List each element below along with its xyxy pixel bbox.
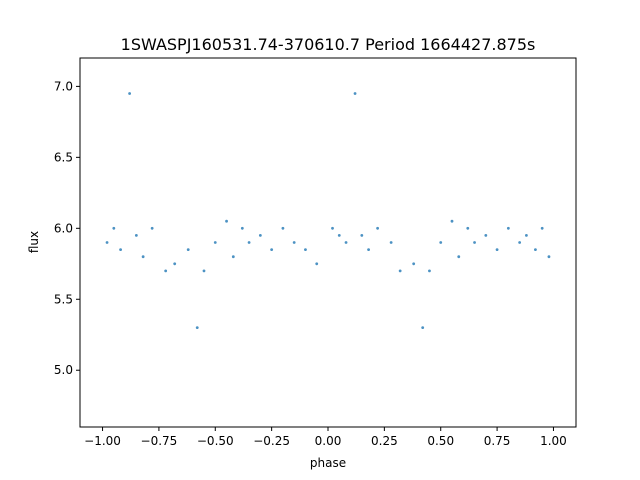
data-point [466,226,470,230]
data-point [105,241,109,244]
data-point [547,255,551,259]
data-points [105,92,551,330]
data-point [506,226,510,230]
data-point [164,269,168,273]
data-point [202,269,206,273]
data-point [270,248,274,252]
x-tick-label: 0.25 [371,434,398,448]
y-tick-label: 7.0 [54,79,73,93]
y-tick-label: 5.5 [54,292,73,306]
data-point [389,241,393,244]
data-point [412,262,416,266]
data-point [484,234,488,237]
x-tick-label: 0.50 [427,434,454,448]
data-point [315,262,319,266]
data-point [134,234,138,237]
data-point [360,234,364,237]
data-point [128,92,132,95]
data-point [421,326,425,330]
y-axis-label: flux [27,231,41,253]
x-tick-label: 0.00 [315,434,342,448]
data-point [428,269,431,273]
data-point [173,262,177,266]
data-point [240,226,244,230]
x-axis-label: phase [310,456,346,470]
chart-title: 1SWASPJ160531.74-370610.7 Period 1664427… [121,35,536,54]
x-tick-label: −1.00 [84,434,121,448]
x-tick-label: −0.25 [253,434,290,448]
data-point [150,226,154,230]
x-tick-label: 1.00 [540,434,567,448]
data-point [258,234,262,237]
x-axis-ticks: −1.00 −0.75 −0.50 −0.25 0.00 0.25 0.50 0.75 1.00 [84,427,567,448]
data-point [495,248,499,252]
x-tick-label: −0.75 [141,434,178,448]
y-tick-label: 6.5 [54,150,73,164]
data-point [540,226,544,230]
data-point [119,248,122,252]
data-point [353,92,357,95]
data-point [231,255,235,259]
data-point [534,248,537,252]
data-point [367,248,370,252]
data-point [141,255,145,259]
data-point [186,248,190,252]
x-tick-label: −0.50 [197,434,234,448]
data-point [195,326,199,330]
data-point [331,226,334,230]
data-point [225,219,228,223]
x-tick-label: 0.75 [484,434,511,448]
data-point [213,241,217,244]
y-axis-ticks: 5.0 5.5 6.0 6.5 7.0 [54,79,80,377]
data-point [518,241,522,244]
data-point [112,226,116,230]
data-point [292,241,296,244]
data-point [281,226,285,230]
data-point [344,241,348,244]
data-point [457,255,461,259]
data-point [247,241,251,244]
data-point [439,241,443,244]
data-point [525,234,528,237]
data-point [337,234,341,237]
y-tick-label: 6.0 [54,221,73,235]
data-point [376,226,379,230]
data-point [304,248,307,252]
data-point [450,219,454,223]
plot-frame [79,57,577,428]
y-tick-label: 5.0 [54,363,73,377]
data-point [473,241,476,244]
data-point [398,269,402,273]
